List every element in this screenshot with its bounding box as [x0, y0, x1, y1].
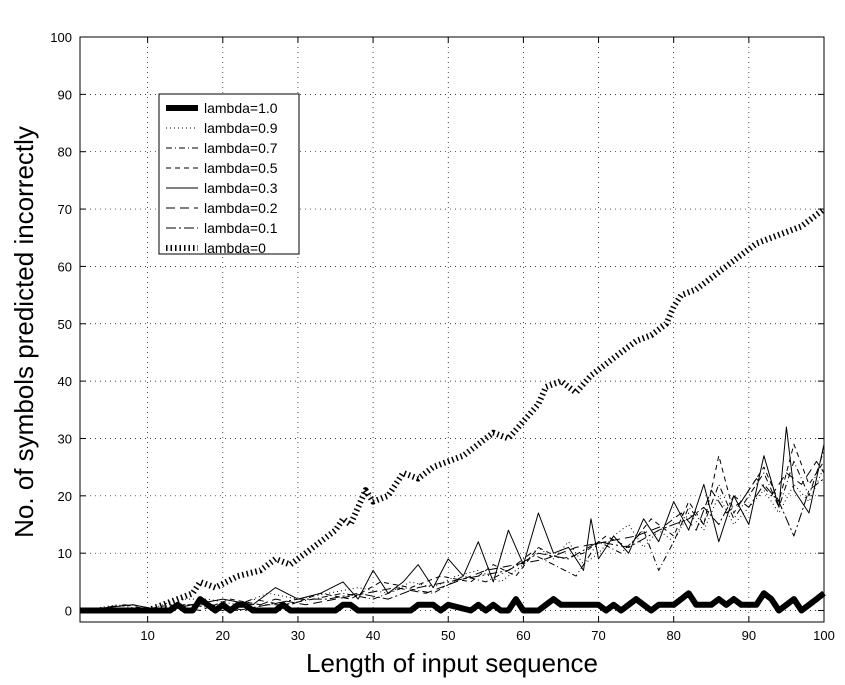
plot-frame — [79, 36, 825, 623]
legend-box — [158, 93, 300, 255]
legend: lambda=1.0 lambda=0.9 lambda=0.7 lambda=0.5… — [158, 93, 300, 256]
legend-label: lambda=0.3 — [204, 180, 278, 196]
series-lambda-0-5 — [80, 443, 825, 611]
x-tick-label: 30 — [291, 628, 305, 643]
legend-label: lambda=0 — [204, 240, 266, 256]
legend-label: lambda=0.9 — [204, 120, 278, 136]
series-lambda-0-9 — [79, 466, 825, 611]
y-tick-label: 40 — [58, 374, 72, 389]
y-tick-label: 30 — [58, 431, 72, 446]
x-tick-label: 10 — [140, 628, 154, 643]
axis-ticks: 10 20 30 40 50 60 70 80 90 100 0 10 20 30 40 50 60 70 80 90… — [50, 30, 835, 643]
legend-label: lambda=0.5 — [204, 160, 278, 176]
y-tick-label: 50 — [58, 317, 72, 332]
y-tick-label: 80 — [58, 145, 72, 160]
y-tick-label: 20 — [58, 489, 72, 504]
y-tick-label: 70 — [58, 202, 72, 217]
x-tick-label: 80 — [666, 628, 680, 643]
legend-label: lambda=0.1 — [204, 220, 278, 236]
legend-label: lambda=0.7 — [204, 140, 278, 156]
series-lambda-0-7 — [79, 449, 825, 611]
y-axis-title: No. of symbols predicted incorrectly — [9, 126, 39, 538]
x-tick-label: 40 — [366, 628, 380, 643]
y-tick-label: 0 — [65, 604, 72, 619]
x-tick-label: 60 — [516, 628, 530, 643]
x-tick-label: 100 — [813, 628, 835, 643]
x-tick-label: 90 — [742, 628, 756, 643]
x-tick-label: 50 — [441, 628, 455, 643]
legend-label: lambda=0.2 — [204, 200, 278, 216]
series-lambda-0-2 — [79, 460, 825, 611]
x-tick-label: 70 — [591, 628, 605, 643]
legend-label: lambda=1.0 — [204, 100, 278, 116]
series-lambda-0 — [80, 206, 826, 614]
y-tick-label: 90 — [58, 87, 72, 102]
x-axis-title: Length of input sequence — [306, 648, 598, 678]
x-tick-label: 20 — [216, 628, 230, 643]
series-lines — [79, 206, 826, 614]
y-tick-label: 60 — [58, 259, 72, 274]
y-tick-label: 10 — [58, 546, 72, 561]
y-tick-label: 100 — [50, 30, 72, 45]
series-lambda-1-0 — [80, 590, 826, 614]
